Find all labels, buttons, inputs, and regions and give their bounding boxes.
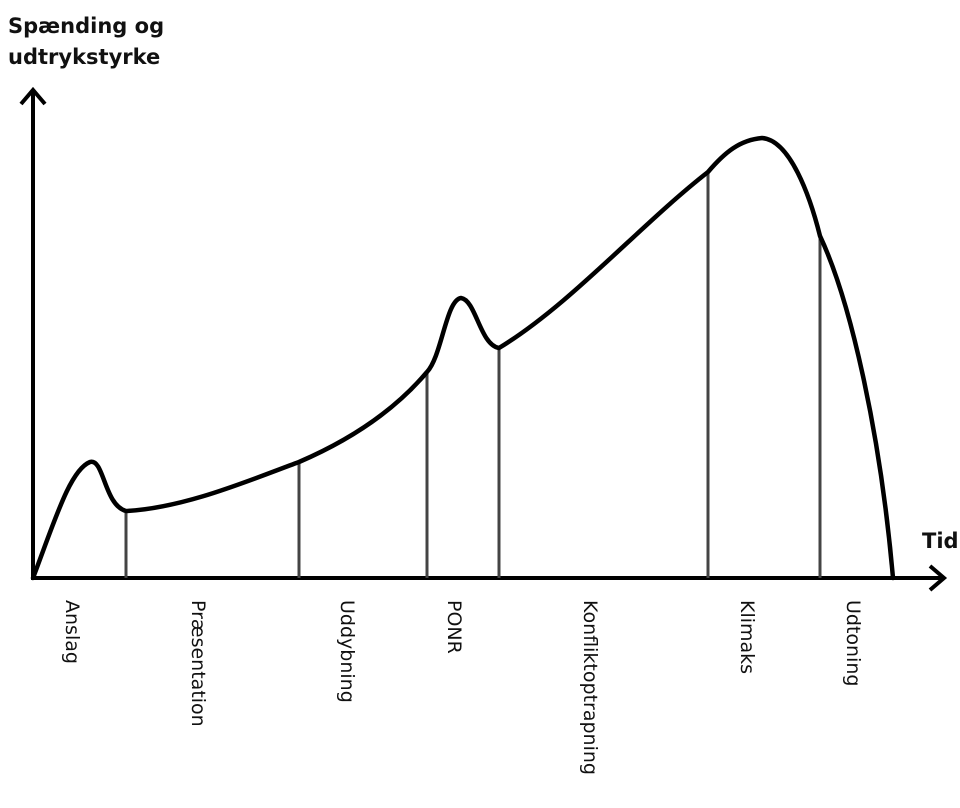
phase-label-ponr: PONR: [443, 600, 465, 654]
phase-labels: Anslag Præsentation Uddybning PONR Konfl…: [61, 600, 864, 775]
y-axis-title-line-1: Spænding og: [8, 14, 164, 38]
x-axis-arrowhead: [928, 564, 948, 592]
x-axis-title: Tid: [922, 529, 959, 553]
y-axis-arrowhead: [19, 86, 47, 106]
tension-curve: [30, 135, 896, 581]
phase-dividers: [124, 172, 822, 578]
y-axis-title-line-2: udtrykstyrke: [8, 45, 160, 69]
phase-label-konfliktoptrapning: Konfliktoptrapning: [579, 600, 601, 775]
phase-label-prasentation: Præsentation: [187, 600, 209, 727]
phase-label-udtoning: Udtoning: [842, 600, 864, 686]
phase-label-klimaks: Klimaks: [736, 600, 758, 674]
phase-label-uddybning: Uddybning: [336, 600, 358, 703]
phase-label-anslag: Anslag: [61, 600, 83, 664]
